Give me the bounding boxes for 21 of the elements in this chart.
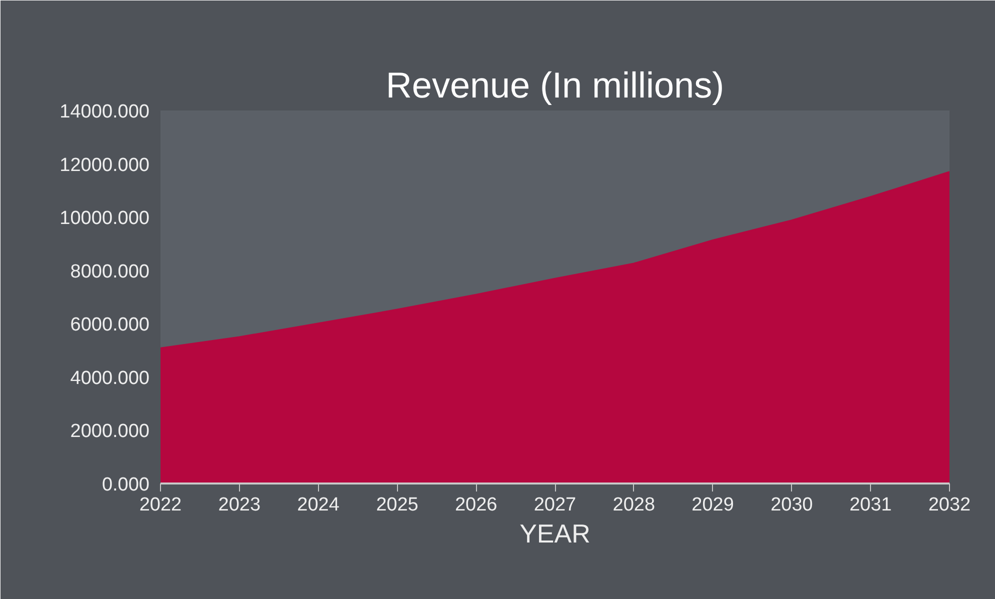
y-tick-label: 4000.000: [70, 368, 150, 389]
x-axis-title: YEAR: [520, 518, 590, 548]
x-tick-label: 2029: [692, 494, 734, 516]
y-tick-label: 10000.000: [60, 208, 150, 230]
y-tick-label: 14000.000: [60, 102, 150, 122]
chart-title: Revenue (In millions): [386, 64, 724, 106]
x-tick-label: 2028: [612, 494, 656, 516]
x-tick-label: 2032: [928, 494, 971, 516]
y-tick-label: 12000.000: [60, 154, 150, 176]
x-tick-label: 2022: [139, 494, 182, 516]
x-tick-label: 2027: [534, 494, 576, 516]
x-tick-label: 2030: [770, 494, 813, 516]
x-tick-label: 2031: [849, 494, 892, 516]
y-tick-label: 2000.000: [70, 421, 150, 442]
x-tick-label: 2023: [218, 494, 261, 516]
x-tick-label: 2025: [376, 494, 418, 516]
y-tick-label: 6000.000: [70, 314, 150, 336]
y-tick-label: 8000.000: [70, 261, 150, 282]
x-tick-label: 2026: [454, 494, 498, 516]
y-tick-label: 0.000: [102, 474, 150, 496]
x-tick-label: 2024: [297, 494, 340, 516]
